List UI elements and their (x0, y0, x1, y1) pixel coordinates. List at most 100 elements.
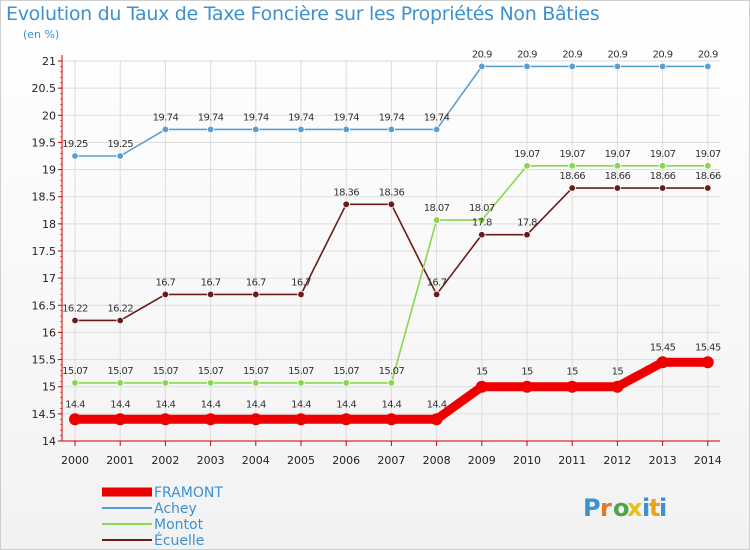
data-label-Montot: 19.07 (650, 149, 676, 160)
data-point-FRAMONT (656, 356, 669, 369)
data-label-Montot: 19.07 (514, 149, 540, 160)
data-point-Écuelle (568, 184, 576, 192)
data-label-Écuelle: 18.36 (379, 187, 405, 198)
data-point-Achey (613, 62, 622, 71)
data-label-FRAMONT: 14.4 (201, 399, 221, 410)
data-point-Montot (206, 379, 215, 387)
data-label-FRAMONT: 14.4 (155, 399, 175, 410)
data-point-Montot (297, 379, 305, 387)
data-label-Écuelle: 18.66 (559, 171, 585, 182)
data-label-Montot: 19.07 (605, 149, 631, 160)
logo-letter: t (649, 494, 660, 522)
data-point-Achey (116, 152, 124, 160)
data-label-Achey: 19.25 (62, 139, 88, 150)
y-tick-label: 16 (42, 326, 56, 339)
data-point-Écuelle (161, 290, 170, 299)
data-point-Montot (387, 379, 396, 387)
data-label-Achey: 19.74 (288, 112, 314, 123)
x-tick-label: 2012 (603, 454, 631, 467)
data-label-FRAMONT: 15.45 (695, 342, 721, 353)
data-label-Écuelle: 17.8 (517, 218, 537, 229)
data-point-FRAMONT (475, 380, 488, 393)
logo-letter: i (659, 494, 667, 522)
y-tick-label: 19 (42, 164, 56, 177)
data-label-Achey: 19.74 (333, 112, 359, 123)
data-label-Écuelle: 18.66 (605, 171, 631, 182)
data-label-Achey: 20.9 (517, 49, 537, 60)
data-label-Écuelle: 16.22 (107, 303, 133, 314)
y-tick-label: 14 (42, 435, 56, 448)
logo-letter: i (642, 494, 650, 522)
data-point-Montot (478, 216, 486, 224)
data-point-FRAMONT (114, 413, 127, 426)
data-label-FRAMONT: 14.4 (381, 399, 401, 410)
logo-letter: P (583, 494, 601, 522)
data-point-Achey (387, 125, 396, 134)
y-tick-label: 17.5 (32, 245, 57, 258)
data-label-Montot: 15.07 (153, 366, 179, 377)
data-label-FRAMONT: 14.4 (427, 399, 447, 410)
data-point-Écuelle (658, 184, 667, 192)
data-label-Achey: 19.74 (243, 112, 269, 123)
data-point-Écuelle (387, 200, 396, 209)
x-tick-label: 2010 (513, 454, 541, 467)
data-point-Écuelle (71, 316, 79, 325)
y-tick-label: 20 (42, 109, 56, 122)
data-point-Achey (478, 62, 486, 71)
data-label-FRAMONT: 14.4 (336, 399, 356, 410)
data-label-Écuelle: 16.7 (246, 277, 266, 288)
x-tick-label: 2009 (468, 454, 496, 467)
data-label-Écuelle: 16.7 (201, 277, 221, 288)
data-point-FRAMONT (430, 413, 443, 426)
data-label-FRAMONT: 14.4 (65, 399, 85, 410)
data-point-Montot (432, 216, 441, 224)
data-point-Achey (297, 125, 305, 134)
data-point-Achey (161, 125, 170, 134)
data-point-Montot (613, 162, 622, 170)
data-label-Achey: 20.9 (607, 49, 627, 60)
data-point-Achey (206, 125, 215, 134)
data-point-FRAMONT (204, 413, 217, 426)
y-tick-label: 21 (42, 55, 56, 68)
data-label-Montot: 15.07 (333, 366, 359, 377)
data-point-Montot (523, 162, 531, 170)
data-label-FRAMONT: 15.45 (650, 342, 676, 353)
y-tick-label: 18 (42, 218, 56, 231)
data-label-Montot: 18.07 (469, 203, 495, 214)
data-point-FRAMONT (385, 413, 398, 426)
legend-label-Écuelle: Écuelle (154, 532, 204, 549)
data-label-FRAMONT: 14.4 (291, 399, 311, 410)
data-point-Montot (252, 379, 260, 387)
data-label-Achey: 19.74 (153, 112, 179, 123)
y-tick-label: 19.5 (32, 136, 57, 149)
data-point-Écuelle (116, 316, 124, 325)
x-tick-label: 2001 (106, 454, 134, 467)
data-point-Montot (704, 162, 712, 170)
legend-label-Montot: Montot (154, 517, 204, 533)
data-label-Écuelle: 18.36 (333, 187, 359, 198)
data-label-FRAMONT: 14.4 (110, 399, 130, 410)
data-label-FRAMONT: 15 (476, 367, 488, 378)
data-labels: 19.25 19.25 19.74 19.74 19.74 19.74 19.74 19.74… (62, 49, 721, 410)
grid (62, 60, 720, 442)
x-tick-label: 2004 (242, 454, 270, 467)
data-point-Achey (432, 125, 441, 134)
data-label-Montot: 18.07 (424, 203, 450, 214)
data-point-Écuelle (523, 231, 531, 239)
data-label-Écuelle: 16.7 (427, 277, 447, 288)
data-point-Montot (342, 379, 350, 387)
y-tick-label: 17 (42, 272, 56, 285)
data-label-Montot: 15.07 (62, 366, 88, 377)
data-label-Achey: 19.74 (379, 112, 405, 123)
data-label-Écuelle: 16.7 (291, 277, 311, 288)
data-point-FRAMONT (566, 380, 579, 393)
data-point-Montot (568, 162, 576, 170)
data-point-Montot (71, 379, 79, 387)
data-point-Achey (523, 62, 531, 71)
x-tick-label: 2011 (558, 454, 586, 467)
y-tick-label: 16.5 (32, 299, 57, 312)
y-tick-label: 15 (42, 381, 56, 394)
data-point-Achey (568, 62, 576, 71)
